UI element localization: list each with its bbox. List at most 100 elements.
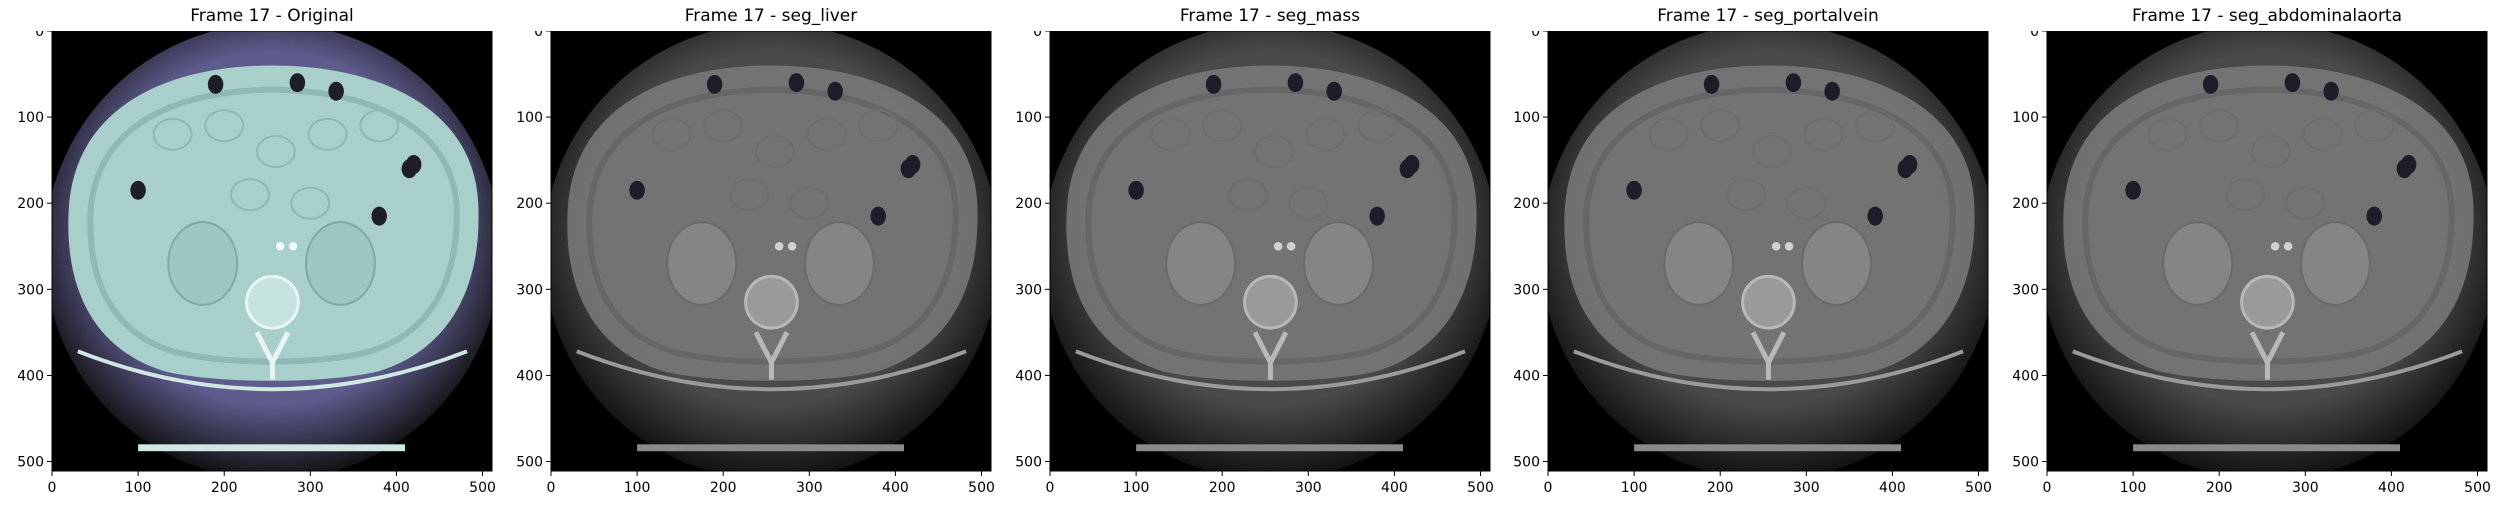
x-tick-label: 300 [297,480,324,496]
x-tick-label: 0 [547,480,556,496]
x-tick-label: 400 [1381,480,1408,496]
spinous-process [1750,331,1787,380]
y-tick-label: 300 [17,282,44,298]
bowel-gas [1205,74,1222,94]
bowel-gas [2323,81,2339,101]
x-tick-label: 500 [1965,480,1992,496]
x-tick-label: 200 [211,480,238,496]
fat-layer [1085,86,1458,365]
bowel-loop [1855,109,1896,143]
bowel-gas [2202,74,2219,94]
spinous-process [753,331,790,380]
x-tick-label: 200 [710,480,737,496]
x-tick-label: 400 [1879,480,1906,496]
y-tick-label: 500 [516,455,543,471]
bowel-gas [1369,206,1385,226]
x-tick-label: 0 [1046,480,1055,496]
y-tick-label: 200 [2012,196,2039,212]
x-tick-label: 100 [1621,480,1648,496]
y-tick-label: 300 [2012,282,2039,298]
axes-frame [2046,31,2488,472]
y-tick-label: 400 [1015,368,1042,384]
y-tick-label: 500 [1513,455,1540,471]
bowel-gas [1867,206,1883,226]
table-base [637,444,905,452]
bowel-loop [2199,109,2240,143]
bowel-loop [290,186,331,220]
bowel-gas [1897,159,1914,179]
bowel-loop [789,186,830,220]
body-outline [68,65,479,381]
kidney-left [305,221,376,306]
bowel-loop [2285,186,2326,220]
table-base [1634,444,1902,452]
panel-4: Frame 17 - seg_abdominalaorta 0 100 200 300 4… [2007,0,2491,500]
x-tick-label: 300 [1295,480,1322,496]
x-tick-label: 400 [2378,480,2405,496]
y-tick-label: 0 [534,31,543,40]
kidney-right [1165,221,1237,306]
x-tick-label: 0 [1544,480,1553,496]
bowel-gas [1399,159,1416,179]
scanner-table [1573,349,1964,392]
spinous-process [2249,331,2286,380]
bowel-loop [1288,186,1329,220]
y-tick-label: 400 [2012,368,2039,384]
bowel-loop [1150,117,1191,151]
fat-layer [1583,86,1956,365]
fat-layer [87,86,460,365]
y-tick-label: 300 [1513,282,1540,298]
bowel-gas [1626,180,1642,200]
y-tick-label: 200 [1513,196,1540,212]
y-tick-label: 500 [1015,455,1042,471]
y-tick-label: 0 [35,31,44,40]
bowel-loop [729,178,769,212]
bowel-loop [1202,109,1243,143]
bowel-gas [328,81,344,101]
x-tick-label: 100 [2120,480,2147,496]
spinous-process [254,331,291,380]
axes-frame [51,31,493,472]
y-tick-label: 300 [516,282,543,298]
scanner-table [576,349,967,392]
bowel-loop [1648,117,1689,151]
body-outline [567,65,978,381]
kidney-left [2300,221,2371,306]
aorta-contrast [1784,241,1794,251]
aorta-contrast [774,241,784,251]
scanner-table [2072,349,2463,392]
x-tick-label: 500 [2464,480,2491,496]
x-tick-label: 500 [1467,480,1494,496]
panel-title: Frame 17 - seg_abdominalaorta [2131,6,2403,26]
x-tick-label: 500 [469,480,496,496]
table-base [138,444,406,452]
y-tick-label: 0 [2030,31,2039,40]
fat-layer [586,86,959,365]
bowel-gas [1287,73,1304,93]
y-tick-label: 100 [2012,110,2039,126]
y-tick-label: 300 [1015,282,1042,298]
panel-1: Frame 17 - seg_liver 0 100 200 300 400 500 0 100… [511,0,995,500]
bowel-loop [1726,178,1766,212]
vertebra [2240,274,2295,330]
aorta-contrast [288,241,298,251]
bowel-loop [2250,135,2291,169]
x-tick-label: 100 [624,480,651,496]
y-tick-label: 100 [516,110,543,126]
bowel-gas [706,74,723,94]
x-tick-label: 500 [968,480,995,496]
y-tick-label: 100 [1015,110,1042,126]
bowel-loop [204,109,245,143]
vertebra [1741,274,1796,330]
bowel-gas [900,159,917,179]
bowel-loop [1700,109,1741,143]
bowel-loop [359,109,400,143]
bowel-loop [1786,186,1827,220]
y-tick-label: 100 [1513,110,1540,126]
kidney-right [666,221,738,306]
axes-frame [550,31,992,472]
